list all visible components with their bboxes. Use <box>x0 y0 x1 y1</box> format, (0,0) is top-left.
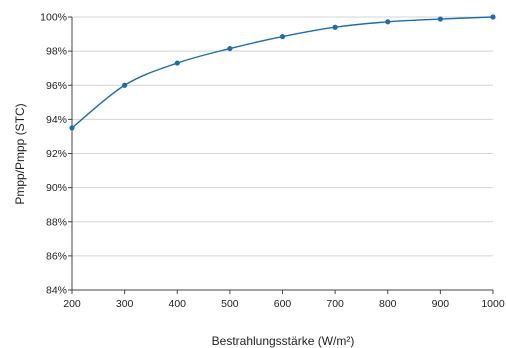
x-tick-label: 1000 <box>481 298 505 310</box>
data-points <box>69 14 496 131</box>
y-tick-label: 96% <box>46 80 67 92</box>
data-point <box>174 60 180 66</box>
axes <box>68 16 494 294</box>
y-axis-label: Pmpp/Pmpp (STC) <box>13 103 27 204</box>
data-point <box>490 14 496 20</box>
y-tick-label: 92% <box>46 148 67 160</box>
series-line <box>71 16 494 129</box>
x-tick-label: 900 <box>432 298 450 310</box>
data-point <box>122 82 128 88</box>
x-tick-label: 200 <box>63 298 81 310</box>
x-tick-label: 500 <box>221 298 239 310</box>
x-tick-label: 400 <box>168 298 186 310</box>
y-tick-label: 86% <box>46 250 67 262</box>
grid-lines <box>72 16 493 257</box>
y-tick-label: 98% <box>46 46 67 58</box>
data-point <box>69 125 75 131</box>
data-point <box>227 45 233 52</box>
x-tick-label: 300 <box>116 298 134 310</box>
x-tick-label: 700 <box>326 298 344 310</box>
y-tick-label: 84% <box>46 285 67 297</box>
data-point <box>332 24 338 30</box>
y-tick-label: 88% <box>46 216 67 228</box>
x-axis-label: Bestrahlungsstärke (W/m²) <box>212 334 355 348</box>
x-tick-label: 600 <box>274 298 292 310</box>
x-tick-labels: 200 300 400 500 600 700 800 900 1000 <box>63 298 505 310</box>
y-tick-label: 100% <box>40 12 67 24</box>
y-tick-label: 90% <box>46 182 67 194</box>
data-point <box>385 19 391 25</box>
y-tick-labels: 84% 86% 88% 90% 92% 94% 96% 98% 100% <box>40 12 67 297</box>
data-point <box>437 16 443 22</box>
data-point <box>279 34 286 40</box>
x-tick-label: 800 <box>379 298 397 310</box>
y-tick-label: 94% <box>46 114 67 126</box>
